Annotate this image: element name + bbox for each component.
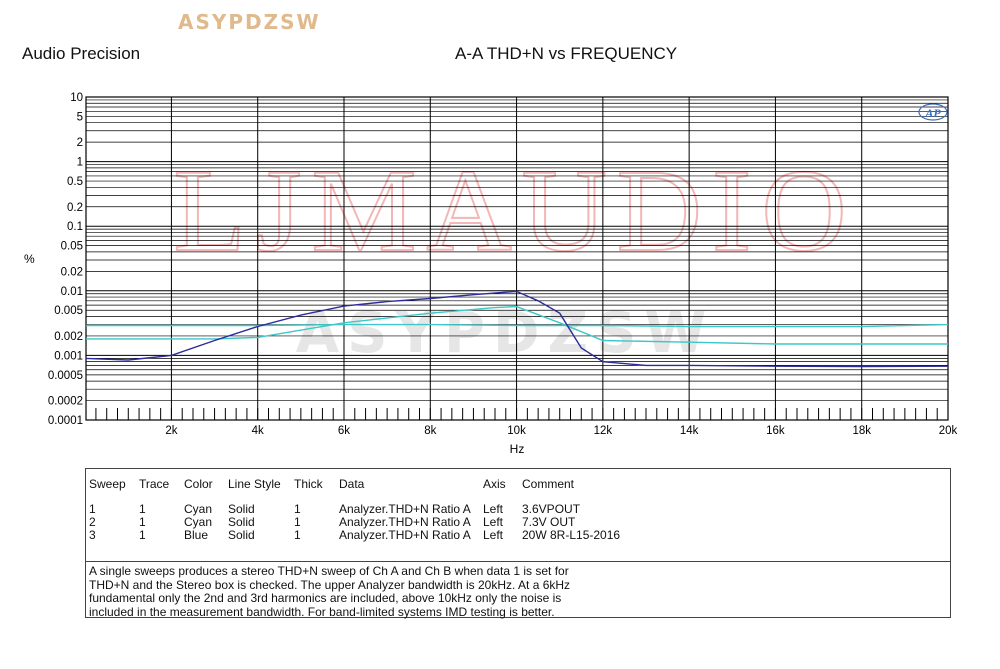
legend-header: Axis bbox=[483, 477, 506, 491]
y-tick-label: 0.0001 bbox=[48, 415, 83, 427]
note-line: included in the measurement bandwidth. F… bbox=[89, 604, 555, 619]
legend-cell: 1 bbox=[294, 528, 301, 542]
x-axis-label: Hz bbox=[510, 442, 525, 456]
legend-header: Data bbox=[339, 477, 365, 491]
x-tick-label: 2k bbox=[165, 425, 177, 437]
legend-header: Sweep bbox=[89, 477, 126, 491]
note-line: fundamental only the 2nd and 3rd harmoni… bbox=[89, 591, 562, 605]
legend-cell: 1 bbox=[139, 502, 146, 516]
y-tick-label: 0.5 bbox=[67, 176, 83, 188]
y-tick-label: 0.001 bbox=[54, 350, 83, 362]
legend-cell: Analyzer.THD+N Ratio A bbox=[339, 528, 471, 542]
legend-header: Thick bbox=[294, 477, 323, 491]
legend-cell: Left bbox=[483, 502, 504, 516]
series-line-1 bbox=[86, 323, 949, 328]
legend-cell: 1 bbox=[294, 515, 301, 529]
legend-cell: Cyan bbox=[184, 515, 213, 529]
y-tick-label: 0.02 bbox=[61, 266, 83, 278]
legend-cell: 1 bbox=[139, 515, 146, 529]
legend-header: Trace bbox=[139, 477, 170, 491]
legend-note: A single sweeps produces a stereo THD+N … bbox=[89, 564, 649, 619]
x-tick-label: 10k bbox=[507, 425, 526, 437]
note-line: THD+N and the Stereo box is checked. The… bbox=[89, 577, 571, 592]
legend-cell: Solid bbox=[228, 515, 255, 529]
legend-panel: Sweep Trace Color Line Style Thick Data Axis Co… bbox=[85, 468, 951, 618]
x-tick-label: 20k bbox=[939, 425, 958, 437]
ap-logo-icon: AP bbox=[918, 103, 948, 121]
y-tick-label: 2 bbox=[77, 137, 83, 149]
y-tick-label: 0.2 bbox=[67, 202, 83, 214]
x-tick-label: 18k bbox=[852, 425, 871, 437]
legend-cell: 7.3V OUT bbox=[522, 515, 576, 529]
y-tick-label: 10 bbox=[70, 92, 83, 104]
series-line-3 bbox=[85, 290, 949, 368]
watermark-text: ASYPDZSW bbox=[296, 301, 714, 366]
y-tick-label: 0.01 bbox=[61, 286, 83, 298]
x-tick-label: 14k bbox=[680, 425, 699, 437]
watermark-text: LJMAUDIO bbox=[173, 145, 856, 276]
x-tick-label: 16k bbox=[766, 425, 785, 437]
legend-cell: 1 bbox=[139, 528, 146, 542]
y-tick-label: 1 bbox=[77, 157, 83, 169]
x-tick-label: 8k bbox=[424, 425, 436, 437]
legend-header: Comment bbox=[522, 477, 575, 491]
legend-cell: Solid bbox=[228, 528, 255, 542]
ap-logo-text: AP bbox=[924, 106, 941, 120]
legend-cell: 3 bbox=[89, 528, 96, 542]
chart-title: A-A THD+N vs FREQUENCY bbox=[455, 44, 678, 63]
y-tick-label: 0.002 bbox=[54, 331, 83, 343]
legend-cell: Cyan bbox=[184, 502, 213, 516]
x-tick-label: 12k bbox=[594, 425, 613, 437]
legend-cell: Blue bbox=[184, 528, 209, 542]
legend-cell: Left bbox=[483, 528, 504, 542]
legend-cell: 1 bbox=[294, 502, 301, 516]
legend-cell: Left bbox=[483, 515, 504, 529]
legend-cell: Analyzer.THD+N Ratio A bbox=[339, 515, 471, 529]
legend-header: Color bbox=[184, 477, 213, 491]
y-tick-label: 0.1 bbox=[67, 221, 83, 233]
legend-table: Sweep Trace Color Line Style Thick Data Axis Co… bbox=[86, 469, 950, 562]
legend-cell: 3.6VPOUT bbox=[522, 502, 581, 516]
y-tick-label: 0.05 bbox=[61, 241, 83, 253]
legend-cell: Solid bbox=[228, 502, 255, 516]
logo-text: ASYPDZSW bbox=[178, 10, 321, 34]
y-tick-label: 5 bbox=[77, 111, 83, 123]
note-line: A single sweeps produces a stereo THD+N … bbox=[89, 564, 569, 578]
brand-label: Audio Precision bbox=[22, 44, 141, 63]
x-tick-label: 6k bbox=[338, 425, 350, 437]
legend-cell: Analyzer.THD+N Ratio A bbox=[339, 502, 471, 516]
legend-cell: 2 bbox=[89, 515, 96, 529]
y-axis-label: % bbox=[24, 252, 35, 266]
x-tick-label: 4k bbox=[252, 425, 264, 437]
legend-cell: 20W 8R-L15-2016 bbox=[522, 528, 621, 542]
legend-header: Line Style bbox=[228, 477, 281, 491]
y-tick-label: 0.0005 bbox=[48, 370, 83, 382]
plot-frame bbox=[85, 96, 949, 421]
legend-cell: 1 bbox=[89, 502, 96, 516]
y-tick-label: 0.005 bbox=[54, 305, 83, 317]
y-tick-label: 0.0002 bbox=[48, 396, 83, 408]
